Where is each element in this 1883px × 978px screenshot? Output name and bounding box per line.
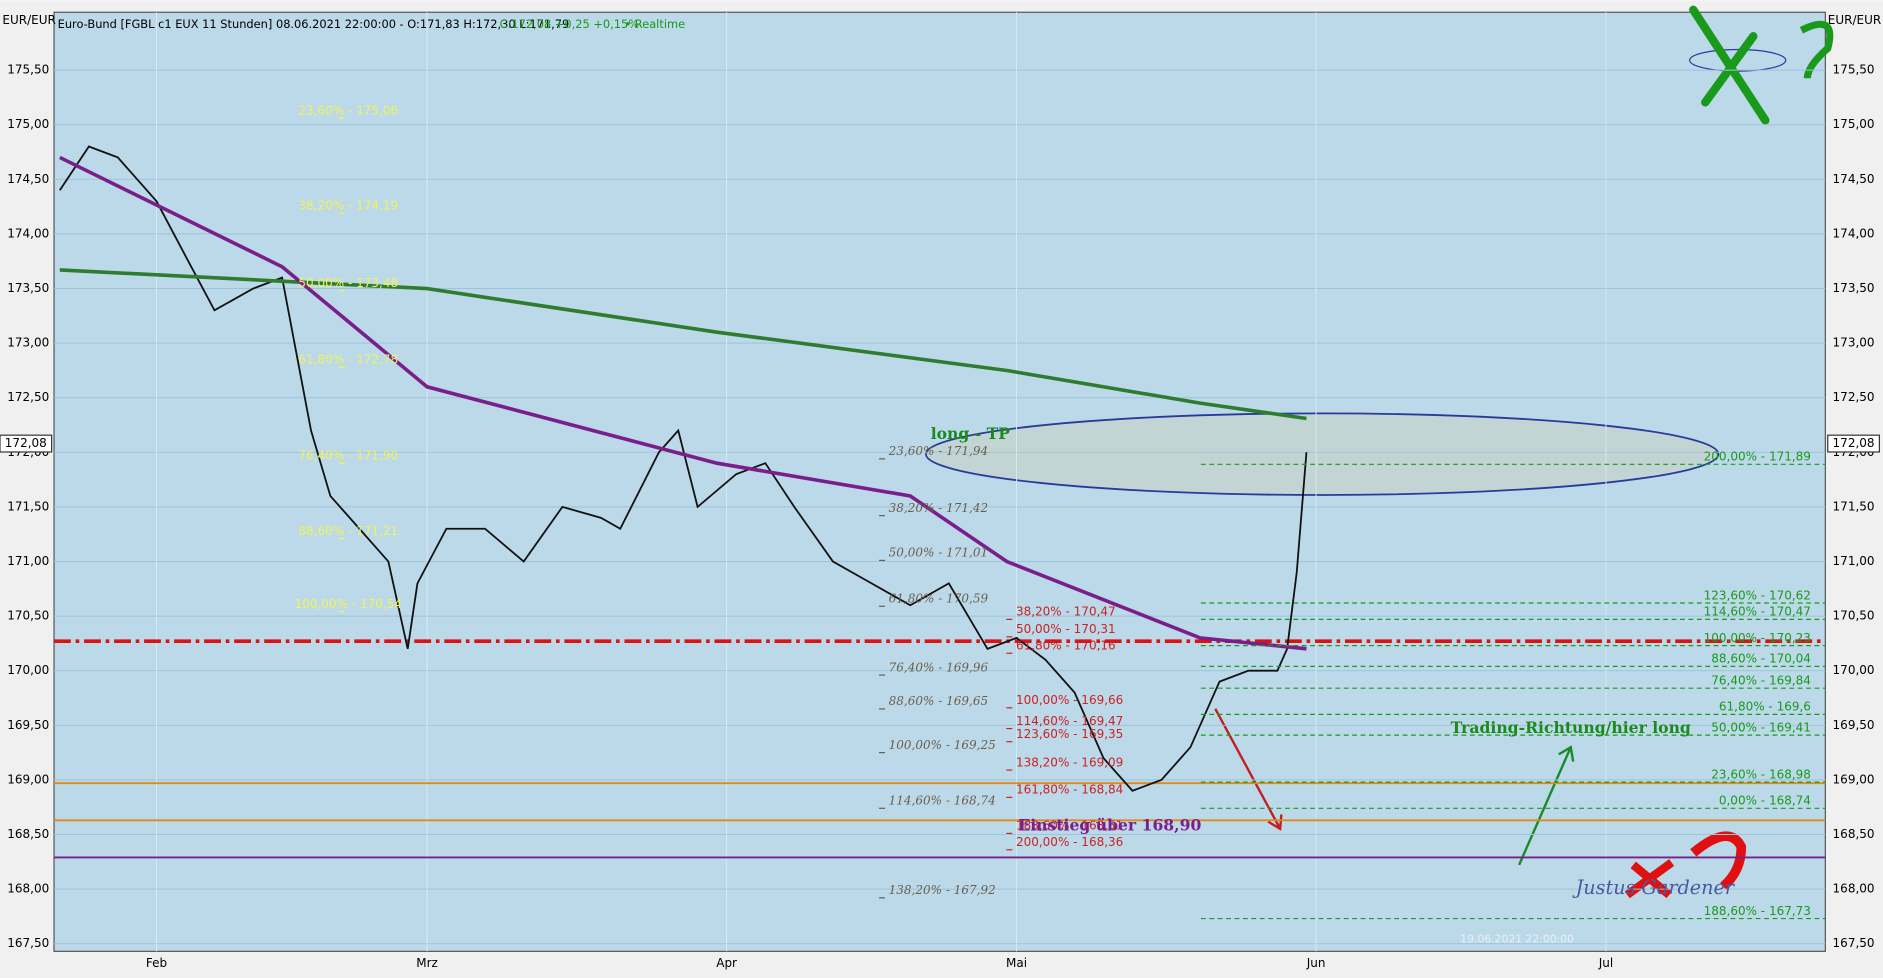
y-tick-label: 171,50	[7, 499, 49, 513]
level-label: 61,80% - 172,78	[298, 352, 398, 366]
y-tick-label: 173,00	[1833, 336, 1875, 350]
y-tick-label: 169,00	[7, 772, 49, 786]
level-label: 123,60% - 170,62	[1704, 588, 1811, 602]
level-label: 100,00% - 169,25	[889, 738, 996, 752]
level-label: 188,60% - 167,73	[1704, 904, 1811, 918]
level-label: 50,00% - 169,41	[1711, 720, 1811, 734]
level-label: 50,00% - 171,01	[889, 546, 988, 560]
arrow-up	[1518, 745, 1575, 866]
y-tick-label: 174,50	[1833, 172, 1875, 186]
level-label: 0,00% - 168,74	[1719, 794, 1811, 808]
level-label: 114,60% - 168,74	[889, 794, 996, 808]
x-tick-label: Feb	[146, 956, 167, 970]
y-tick-label: 171,00	[1833, 554, 1875, 568]
last-price-label: 172,08	[1833, 436, 1875, 450]
price-line	[59, 268, 1307, 421]
last-price-label: 172,08	[5, 436, 47, 450]
y-tick-label: 174,50	[7, 172, 49, 186]
annotation: Justus Gardener	[1572, 876, 1736, 899]
x-tick-label: Jun	[1306, 956, 1326, 970]
level-label: 88,60% - 171,21	[298, 524, 398, 538]
y-tick-label: 167,50	[1833, 936, 1875, 950]
question-green	[1799, 20, 1834, 79]
y-tick-label: 168,50	[1833, 827, 1875, 841]
level-label: 114,60% - 170,47	[1704, 605, 1811, 619]
level-label: 200,00% - 168,36	[1016, 835, 1123, 849]
y-tick-label: 169,50	[1833, 718, 1875, 732]
last-price-box	[1827, 434, 1880, 453]
level-label: 76,40% - 169,84	[1711, 673, 1811, 687]
level-label: 138,20% - 169,09	[1016, 755, 1123, 769]
y-tick-label: 172,50	[7, 390, 49, 404]
y-tick-label: 173,00	[7, 336, 49, 350]
level-label: 188,60% - 168,51	[1016, 819, 1123, 833]
axis-label: EUR/EUR	[2, 13, 55, 27]
level-label: 138,20% - 167,92	[889, 883, 996, 897]
x-tick-label: Jul	[1598, 956, 1613, 970]
y-tick-label: 170,50	[7, 609, 49, 623]
level-label: 76,40% - 169,96	[889, 660, 989, 674]
level-label: 23,60% - 168,98	[1711, 767, 1811, 781]
x-tick-label: Mai	[1006, 956, 1027, 970]
y-tick-label: 167,50	[7, 936, 49, 950]
level-label: 61,80% - 169,6	[1719, 700, 1811, 714]
y-tick-label: 172,50	[1833, 390, 1875, 404]
level-label: 50,00% - 173,48	[298, 276, 398, 290]
y-tick-label: 170,00	[1833, 663, 1875, 677]
level-label: 23,60% - 175,06	[298, 103, 398, 117]
target-zone	[924, 412, 1720, 496]
level-label: 23,60% - 171,94	[888, 444, 988, 458]
y-tick-label: 173,50	[7, 281, 49, 295]
level-label: 200,00% - 171,89	[1704, 450, 1811, 464]
y-tick-label: 175,50	[1833, 63, 1875, 77]
y-tick-label: 170,00	[7, 663, 49, 677]
level-label: 38,20% - 171,42	[889, 501, 988, 515]
annotation: Trading-Richtung/hier long	[1451, 718, 1691, 737]
level-label: 161,80% - 168,84	[1016, 783, 1123, 797]
y-tick-label: 170,50	[1833, 609, 1875, 623]
level-label: 38,20% - 174,19	[298, 198, 398, 212]
y-tick-label: 168,00	[1833, 882, 1875, 896]
x-tick-label: Apr	[716, 956, 737, 970]
level-label: 38,20% - 170,47	[1016, 605, 1116, 619]
level-label: 114,60% - 169,47	[1016, 714, 1123, 728]
header-change: C:172,08 +0,25 +0,15%	[500, 17, 640, 31]
level-label: 61,80% - 170,59	[889, 592, 989, 606]
header-status: • Realtime	[624, 17, 685, 31]
y-tick-label: 174,00	[1833, 226, 1875, 240]
x-tick-label: Mrz	[416, 956, 438, 970]
header: Euro-Bund [FGBL c1 EUX 11 Stunden] 08.06…	[58, 17, 570, 31]
y-tick-label: 169,00	[1833, 772, 1875, 786]
level-label: 88,60% - 169,65	[889, 694, 988, 708]
y-tick-label: 174,00	[7, 226, 49, 240]
y-tick-label: 173,50	[1833, 281, 1875, 295]
y-tick-label: 168,00	[7, 882, 49, 896]
y-tick-label: 168,50	[7, 827, 49, 841]
level-label: 50,00% - 170,31	[1016, 622, 1116, 636]
question-red	[1690, 831, 1747, 891]
level-label: 100,00% - 170,54	[295, 597, 402, 611]
level-label: 100,00% - 169,66	[1016, 693, 1123, 707]
y-tick-label: 171,00	[7, 554, 49, 568]
y-tick-label: 169,50	[7, 718, 49, 732]
axis-label: EUR/EUR	[1828, 13, 1881, 27]
price-line	[59, 155, 1307, 651]
level-label: 76,40% - 171,90	[298, 449, 398, 463]
y-tick-label: 175,00	[1833, 117, 1875, 131]
price-line	[59, 145, 1308, 792]
level-label: 61,80% - 170,16	[1016, 639, 1116, 653]
level-label: 100,00% - 170,23	[1704, 631, 1811, 645]
y-tick-label: 171,50	[1833, 499, 1875, 513]
y-tick-label: 175,50	[7, 63, 49, 77]
level-label: 123,60% - 169,35	[1016, 727, 1123, 741]
level-label: 88,60% - 170,04	[1711, 652, 1811, 666]
last-price-box	[0, 434, 53, 453]
annotation: long - TP	[931, 424, 1011, 443]
annotation: Einstieg über 168,90	[1018, 815, 1201, 834]
y-tick-label: 175,00	[7, 117, 49, 131]
annotation: 19.06.2021 22:00:00	[1460, 932, 1574, 945]
cross-green	[1689, 5, 1770, 125]
